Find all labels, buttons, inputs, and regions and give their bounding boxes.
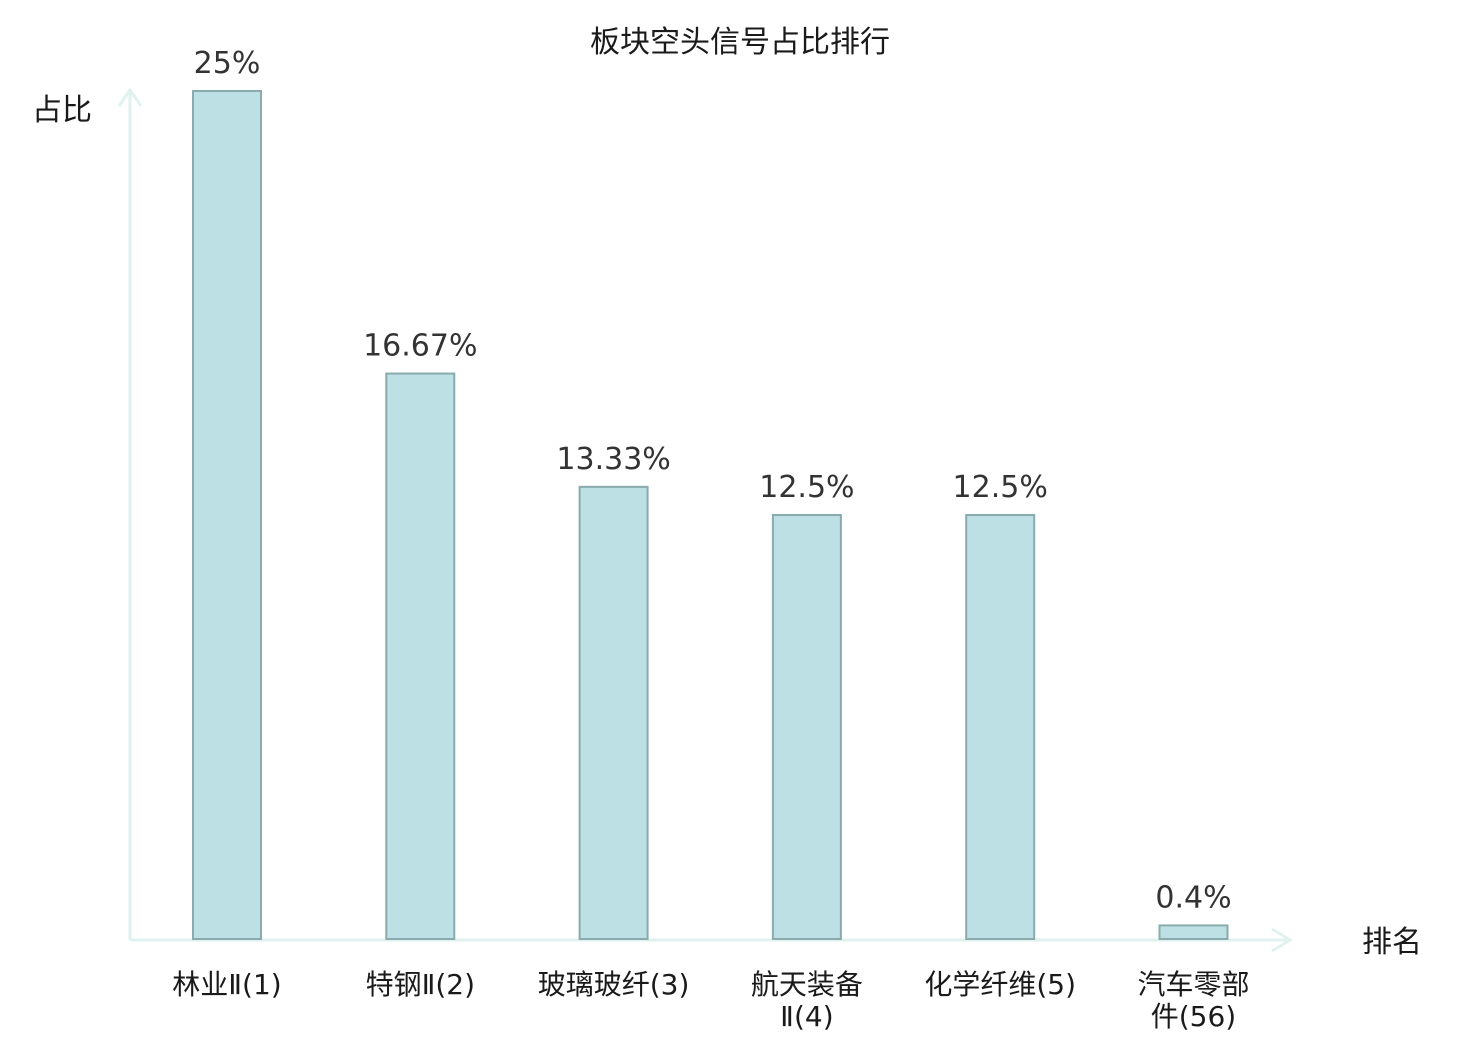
category-label-line: 特钢Ⅱ(2) bbox=[366, 968, 475, 1001]
bar-value-label: 12.5% bbox=[759, 470, 854, 505]
bar bbox=[771, 514, 842, 940]
category-label-line: 汽车零部 bbox=[1137, 968, 1249, 1001]
bar bbox=[1158, 924, 1229, 941]
category-label: 玻璃玻纤(3) bbox=[538, 968, 690, 1001]
bars-group bbox=[192, 90, 1229, 941]
category-label: 化学纤维(5) bbox=[924, 968, 1076, 1001]
bar-value-label: 0.4% bbox=[1155, 880, 1231, 915]
category-label-line: 林业Ⅱ(1) bbox=[172, 968, 281, 1001]
category-label: 航天装备 Ⅱ(4) bbox=[751, 968, 863, 1033]
category-label-line: Ⅱ(4) bbox=[780, 1000, 833, 1033]
chart-title: 板块空头信号占比排行 bbox=[590, 25, 890, 60]
bar-value-label: 12.5% bbox=[953, 470, 1048, 505]
category-label-line: 化学纤维(5) bbox=[924, 968, 1076, 1001]
value-labels-group: 25% 16.67% 13.33% 12.5% 12.5% 0.4% bbox=[194, 46, 1232, 915]
bar bbox=[578, 485, 649, 940]
category-label: 特钢Ⅱ(2) bbox=[366, 968, 475, 1001]
category-label: 汽车零部件(56) bbox=[1137, 968, 1249, 1033]
x-axis-arrow bbox=[1271, 927, 1293, 953]
x-axis-label: 排名 bbox=[1362, 925, 1422, 960]
category-labels-group: 林业Ⅱ(1) 特钢Ⅱ(2) 玻璃玻纤(3) 航天装备 Ⅱ(4) 化学纤维(5) 汽车零部件(… bbox=[172, 968, 1249, 1033]
bar bbox=[385, 372, 456, 940]
bar-value-label: 13.33% bbox=[556, 442, 670, 477]
bar-value-label: 25% bbox=[194, 46, 261, 81]
category-label-line: 玻璃玻纤(3) bbox=[538, 968, 690, 1001]
category-label-line: 航天装备 bbox=[751, 968, 863, 1001]
bar-value-label: 16.67% bbox=[363, 329, 477, 364]
category-label-line: 件(56) bbox=[1151, 1000, 1236, 1033]
category-label: 林业Ⅱ(1) bbox=[172, 968, 281, 1001]
bar bbox=[965, 514, 1036, 940]
y-axis-arrow bbox=[117, 87, 143, 107]
bar bbox=[192, 90, 262, 940]
y-axis-label: 占比 bbox=[32, 93, 92, 128]
